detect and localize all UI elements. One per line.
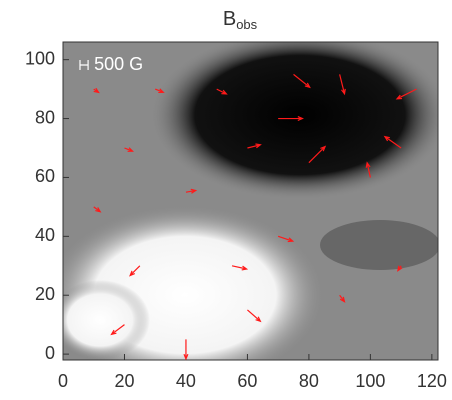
scale-bar (79, 60, 89, 70)
field-vector (231, 265, 249, 271)
field-vector (395, 88, 417, 100)
scale-label: 500 G (94, 54, 143, 74)
field-vector (93, 87, 100, 94)
field-vector (247, 143, 262, 149)
field-vector (93, 206, 102, 213)
x-tick-label: 80 (299, 371, 319, 391)
plot-frame (62, 41, 439, 361)
x-tick-label: 120 (417, 371, 447, 391)
field-vector (278, 116, 304, 122)
field-vector (383, 135, 402, 149)
x-tick-label: 20 (114, 371, 134, 391)
y-tick-label: 60 (35, 166, 55, 186)
field-vector (339, 74, 346, 96)
field-vector (154, 88, 165, 94)
field-vector (183, 339, 189, 361)
x-tick-label: 100 (355, 371, 385, 391)
y-tick-label: 20 (35, 284, 55, 304)
field-vector (129, 265, 141, 277)
field-vector (308, 145, 327, 164)
field-vector (247, 309, 262, 323)
field-vector (339, 294, 346, 303)
chart-title: Bobs (223, 8, 258, 32)
field-vector (216, 88, 228, 95)
magnetogram (63, 42, 438, 360)
field-vector (397, 265, 403, 272)
field-vector (365, 161, 371, 178)
field-vector (185, 188, 198, 194)
y-tick-label: 100 (25, 48, 55, 68)
y-tick-label: 0 (45, 343, 55, 363)
y-tick-label: 80 (35, 107, 55, 127)
x-tick-label: 40 (176, 371, 196, 391)
title-main: B (223, 8, 236, 30)
field-vector (110, 324, 125, 336)
y-tick-label: 40 (35, 225, 55, 245)
field-vector (277, 235, 295, 243)
title-sub: obs (236, 17, 257, 32)
x-tick-label: 0 (58, 371, 68, 391)
field-vector (293, 73, 311, 89)
field-vector (124, 147, 134, 152)
x-tick-label: 60 (237, 371, 257, 391)
